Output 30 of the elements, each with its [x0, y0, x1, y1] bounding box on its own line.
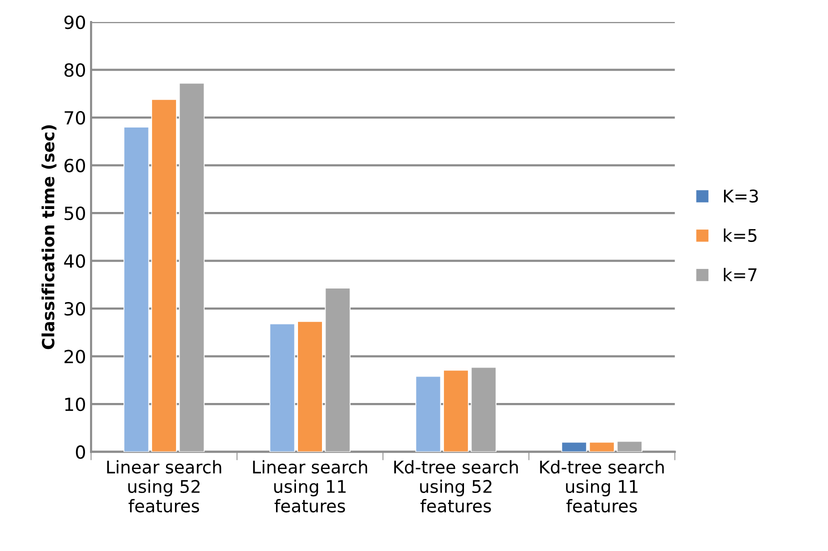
- bar: [123, 126, 150, 452]
- bar: [589, 442, 615, 452]
- y-tick-label: 20: [64, 350, 86, 364]
- y-tick-label: 90: [64, 16, 86, 30]
- legend-label: k=7: [724, 268, 756, 282]
- y-tick-label: 50: [64, 206, 86, 220]
- y-tick-label: 80: [64, 63, 86, 77]
- y-tick-label: 70: [64, 111, 86, 125]
- bar: [616, 440, 642, 452]
- x-tick-label: Kd-tree search using 11 features: [540, 460, 664, 512]
- y-tick-label: 0: [76, 445, 86, 459]
- y-tick-label: 10: [65, 398, 86, 412]
- bar: [269, 323, 296, 452]
- y-tick-label: 40: [64, 254, 86, 268]
- x-tick-label: Kd-tree search using 52 features: [394, 460, 518, 512]
- y-tick-label: 60: [64, 158, 86, 172]
- bar: [151, 98, 177, 452]
- bar: [324, 288, 351, 452]
- x-tick-label: Linear search using 52 features: [107, 460, 222, 512]
- bar: [415, 376, 442, 452]
- bar: [561, 442, 587, 452]
- y-axis-title: Classification time (sec): [42, 125, 56, 350]
- x-tick-label: Linear search using 11 features: [253, 460, 368, 512]
- bar: [470, 366, 496, 452]
- y-tick-label: 30: [64, 302, 86, 316]
- bar: [297, 321, 323, 452]
- bar: [443, 370, 469, 452]
- legend-label: K=3: [724, 189, 758, 203]
- legend-label: k=5: [724, 228, 756, 242]
- bar: [178, 82, 205, 452]
